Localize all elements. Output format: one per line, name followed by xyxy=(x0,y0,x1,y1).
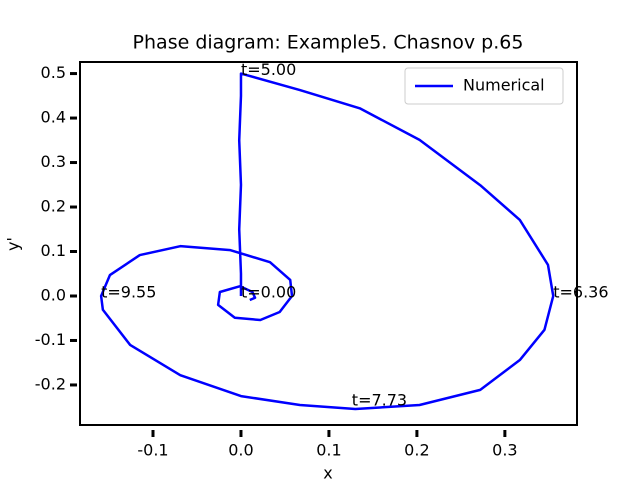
x-tick-label: -0.1 xyxy=(137,441,168,460)
plot-frame xyxy=(79,61,578,426)
legend-label: Numerical xyxy=(463,76,545,95)
x-axis-label: x xyxy=(323,464,332,480)
annotation: t=7.73 xyxy=(352,391,407,410)
y-tick-label: 0.4 xyxy=(41,108,66,127)
y-tick-label: 0.3 xyxy=(41,152,66,171)
annotation: t=9.55 xyxy=(101,282,156,301)
x-tick-label: 0.3 xyxy=(492,441,517,460)
data-line xyxy=(99,72,555,411)
y-tick-label: -0.2 xyxy=(35,374,66,393)
y-tick-label: 0.1 xyxy=(41,241,66,260)
legend-box xyxy=(404,67,564,105)
annotation: t=0.00 xyxy=(241,282,296,301)
y-tick-label: 0.0 xyxy=(41,285,66,304)
annotation: t=5.00 xyxy=(241,60,296,79)
y-tick-label: 0.2 xyxy=(41,197,66,216)
x-tick-label: 0.0 xyxy=(228,441,253,460)
annotation: t=6.36 xyxy=(553,282,608,301)
x-tick-label: 0.1 xyxy=(316,441,341,460)
y-axis-label: y' xyxy=(4,237,23,251)
chart-title: Phase diagram: Example5. Chasnov p.65 xyxy=(133,32,524,54)
x-tick-label: 0.2 xyxy=(404,441,429,460)
y-tick-label: -0.1 xyxy=(35,330,66,349)
y-tick-label: 0.5 xyxy=(41,63,66,82)
